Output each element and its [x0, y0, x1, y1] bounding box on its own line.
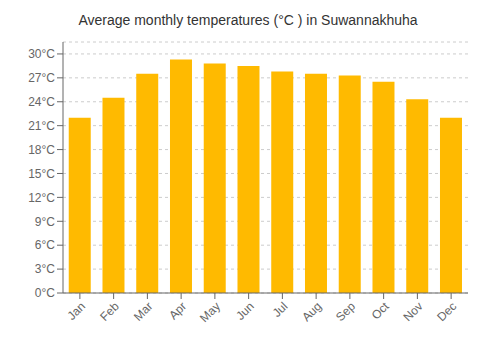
- svg-text:30°C: 30°C: [28, 47, 55, 61]
- svg-text:6°C: 6°C: [35, 238, 55, 252]
- html-text:Average monthly temperatures (: Average monthly temperatures (°C ) in Su…: [78, 12, 418, 28]
- svg-text:Nov: Nov: [401, 299, 426, 324]
- svg-text:Dec: Dec: [434, 299, 459, 324]
- svg-text:21°C: 21°C: [28, 119, 55, 133]
- svg-text:18°C: 18°C: [28, 143, 55, 157]
- svg-text:24°C: 24°C: [28, 95, 55, 109]
- svg-text:Jun: Jun: [233, 299, 257, 323]
- svg-text:Sep: Sep: [333, 299, 358, 324]
- svg-text:3°C: 3°C: [35, 262, 55, 276]
- svg-text:12°C: 12°C: [28, 191, 55, 205]
- svg-text:Jan: Jan: [64, 299, 88, 323]
- svg-text:27°C: 27°C: [28, 71, 55, 85]
- svg-text:9°C: 9°C: [35, 215, 55, 229]
- svg-text:Aug: Aug: [299, 299, 324, 324]
- svg-text:15°C: 15°C: [28, 167, 55, 181]
- svg-text:Feb: Feb: [97, 299, 122, 324]
- svg-text:Mar: Mar: [131, 299, 156, 324]
- svg-text:Jul: Jul: [270, 299, 291, 320]
- svg-text:Apr: Apr: [166, 299, 189, 322]
- svg-text:Oct: Oct: [369, 299, 393, 323]
- svg-text:0°C: 0°C: [35, 286, 55, 300]
- svg-text:May: May: [197, 299, 223, 325]
